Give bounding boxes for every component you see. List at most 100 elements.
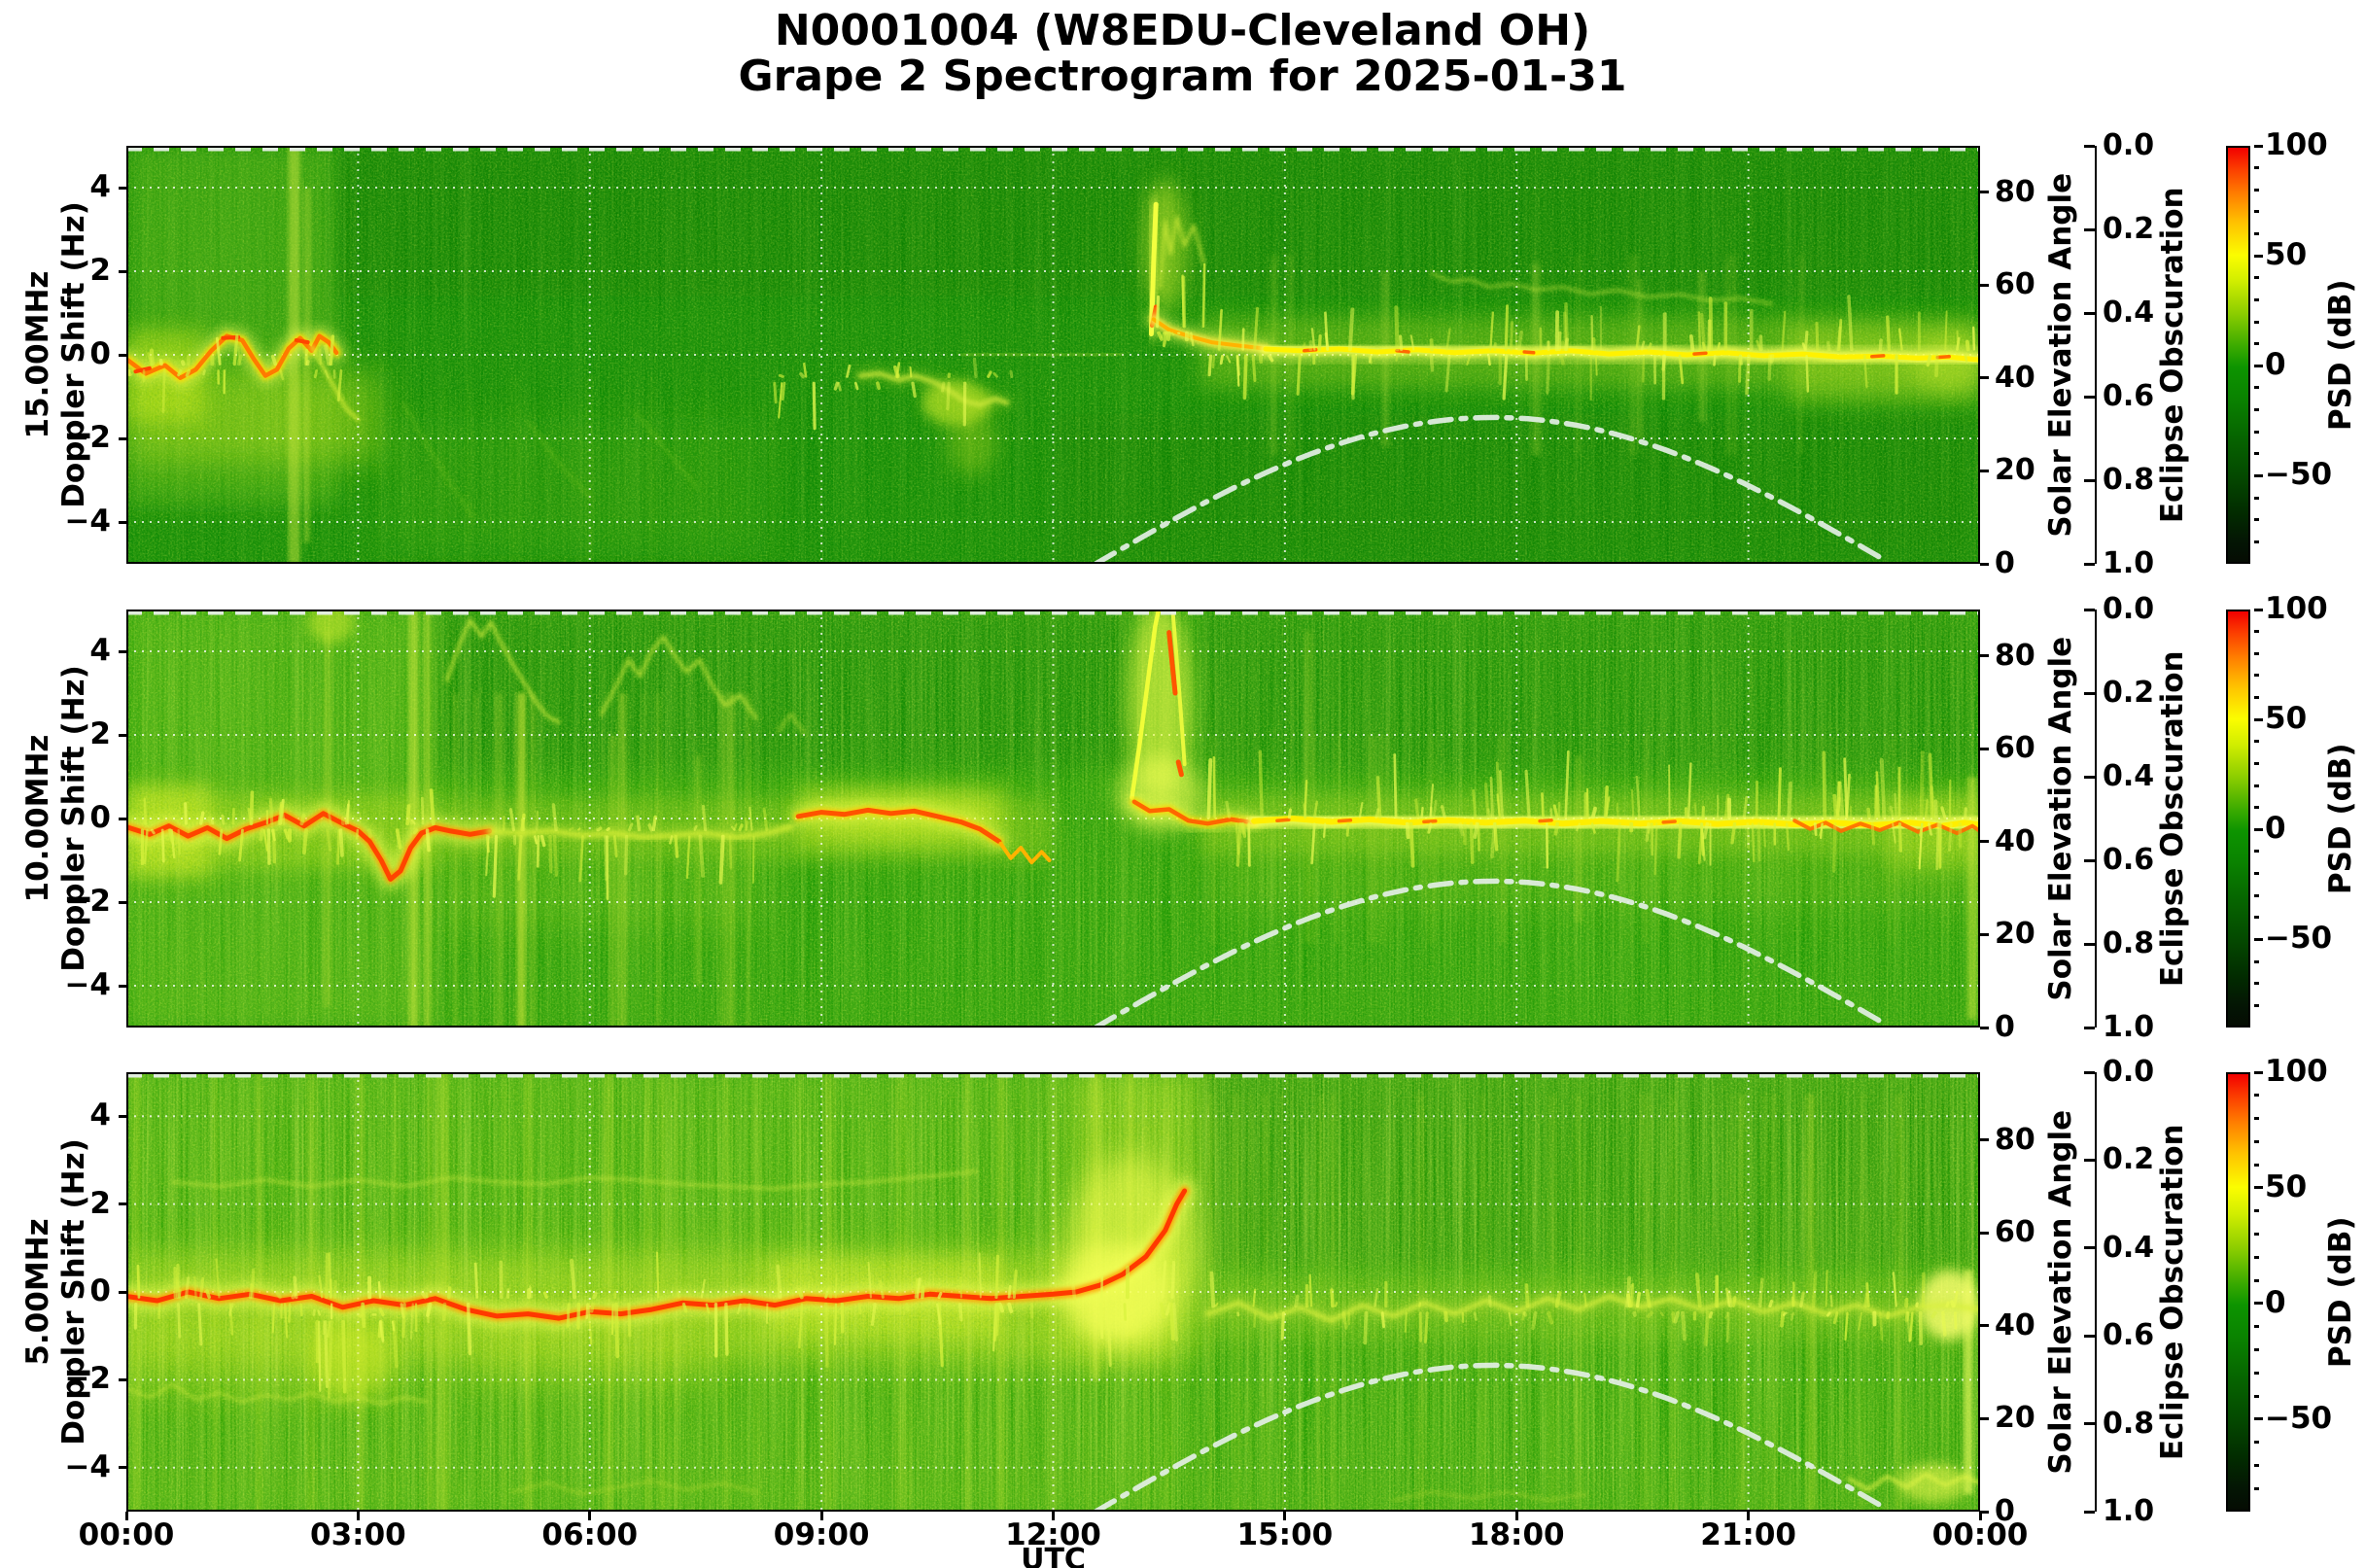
x-tick-label: 18:00 — [1468, 1517, 1565, 1552]
psd-minor-tick-mark — [2254, 651, 2259, 655]
title-line1: N0001004 (W8EDU-Cleveland OH) — [774, 6, 1591, 55]
eclipse-tick-label: 0.2 — [2103, 676, 2155, 710]
psd-tick-mark — [2254, 473, 2263, 477]
eclipse-tick-label: 0.6 — [2103, 843, 2155, 877]
psd-minor-tick-mark — [2254, 872, 2259, 876]
doppler-tick-mark — [119, 733, 126, 737]
psd-minor-tick-mark — [2254, 496, 2259, 500]
x-tick-mark — [124, 1512, 128, 1520]
eclipse-tick-mark — [2084, 562, 2095, 566]
psd-minor-tick-mark — [2254, 1278, 2259, 1282]
x-tick-label: 21:00 — [1700, 1517, 1796, 1552]
doppler-tick-label: 2 — [89, 716, 111, 751]
solar-tick-mark — [1980, 1510, 1989, 1514]
psd-minor-tick-mark — [2254, 232, 2259, 236]
x-tick-mark — [819, 1512, 823, 1520]
psd-minor-tick-mark — [2254, 1094, 2259, 1098]
solar-tick-mark — [1980, 562, 1989, 566]
psd-tick-label: 0 — [2265, 347, 2286, 383]
psd-minor-tick-mark — [2254, 452, 2259, 456]
x-tick-mark — [1052, 1512, 1055, 1520]
solar-tick-label: 20 — [1995, 1401, 2035, 1436]
solar-tick-label: 0 — [1995, 1010, 2015, 1044]
x-tick-mark — [1978, 1512, 1982, 1520]
solar-tick-mark — [1980, 1324, 1989, 1328]
psd-colorbar — [2226, 610, 2250, 1028]
doppler-tick-mark — [119, 353, 126, 357]
psd-tick-mark — [2254, 1417, 2263, 1421]
eclipse-tick-mark — [2084, 691, 2095, 695]
x-tick-mark — [1747, 1512, 1751, 1520]
psd-tick-label: 100 — [2265, 591, 2328, 626]
psd-minor-tick-mark — [2254, 982, 2259, 986]
psd-minor-tick-mark — [2254, 696, 2259, 700]
psd-minor-tick-mark — [2254, 188, 2259, 192]
solar-tick-mark — [1980, 376, 1989, 380]
solar-elevation-curve — [1093, 878, 1887, 1028]
solar-tick-label: 20 — [1995, 453, 2035, 488]
figure-title: N0001004 (W8EDU-Cleveland OH) Grape 2 Sp… — [0, 8, 2365, 99]
eclipse-tick-mark — [2084, 1070, 2095, 1074]
psd-minor-tick-mark — [2254, 1371, 2259, 1375]
solar-tick-mark — [1980, 1416, 1989, 1420]
spectrogram-image-5.00mhz — [126, 1072, 1980, 1512]
doppler-tick-mark — [119, 1377, 126, 1381]
psd-tick-mark — [2254, 1070, 2263, 1074]
eclipse-tick-mark — [2084, 1246, 2095, 1250]
eclipse-tick-mark — [2084, 1510, 2095, 1514]
doppler-tick-mark — [119, 269, 126, 273]
eclipse-tick-mark — [2084, 1422, 2095, 1426]
doppler-tick-label: −2 — [64, 420, 111, 455]
eclipse-tick-label: 0.6 — [2103, 379, 2155, 413]
doppler-tick-mark — [119, 520, 126, 524]
eclipse-tick-mark — [2084, 608, 2095, 611]
eclipse-tick-mark — [2084, 227, 2095, 231]
doppler-tick-label: 2 — [89, 1185, 111, 1221]
psd-minor-tick-mark — [2254, 386, 2259, 390]
psd-minor-tick-mark — [2254, 784, 2259, 787]
x-tick-label: 00:00 — [1931, 1517, 2029, 1552]
doppler-tick-mark — [119, 436, 126, 440]
eclipse-tick-mark — [2084, 858, 2095, 862]
eclipse-axis-spine — [2095, 146, 2097, 564]
psd-tick-label: 0 — [2265, 811, 2286, 847]
psd-tick-mark — [2254, 608, 2263, 611]
eclipse-tick-label: 0.8 — [2103, 926, 2155, 960]
doppler-tick-label: 4 — [89, 633, 111, 668]
doppler-tick-label: −2 — [64, 1361, 111, 1397]
eclipse-axis-spine — [2095, 1072, 2097, 1512]
psd-minor-tick-mark — [2254, 430, 2259, 434]
spectrogram-panel-10.00mhz — [126, 610, 1980, 1028]
psd-minor-tick-mark — [2254, 1463, 2259, 1467]
x-axis-title: UTC — [1021, 1543, 1086, 1568]
doppler-tick-label: 4 — [89, 169, 111, 204]
solar-tick-mark — [1980, 840, 1989, 844]
psd-minor-tick-mark — [2254, 276, 2259, 280]
psd-tick-label: 50 — [2265, 701, 2308, 737]
eclipse-tick-mark — [2084, 395, 2095, 399]
psd-minor-tick-mark — [2254, 916, 2259, 920]
solar-tick-mark — [1980, 932, 1989, 936]
solar-tick-label: 60 — [1995, 731, 2035, 766]
solar-tick-label: 60 — [1995, 1215, 2035, 1250]
psd-minor-tick-mark — [2254, 630, 2259, 634]
psd-minor-tick-mark — [2254, 1486, 2259, 1490]
solar-tick-mark — [1980, 747, 1989, 750]
solar-tick-label: 0 — [1995, 1494, 2015, 1528]
solar-tick-mark — [1980, 469, 1989, 472]
psd-tick-mark — [2254, 1302, 2263, 1306]
x-tick-mark — [1283, 1512, 1287, 1520]
psd-minor-tick-mark — [2254, 1441, 2259, 1445]
doppler-tick-label: 0 — [89, 800, 111, 835]
eclipse-tick-label: 0.6 — [2103, 1318, 2155, 1353]
eclipse-tick-label: 0.4 — [2103, 296, 2155, 330]
psd-minor-tick-mark — [2254, 1347, 2259, 1351]
doppler-tick-label: 2 — [89, 253, 111, 288]
doppler-tick-label: 0 — [89, 1273, 111, 1308]
x-tick-label: 15:00 — [1236, 1517, 1334, 1552]
eclipse-tick-label: 0.4 — [2103, 759, 2155, 793]
doppler-tick-label: −4 — [64, 504, 111, 539]
solar-elevation-curve — [1093, 414, 1887, 564]
x-tick-label: 09:00 — [773, 1517, 870, 1552]
